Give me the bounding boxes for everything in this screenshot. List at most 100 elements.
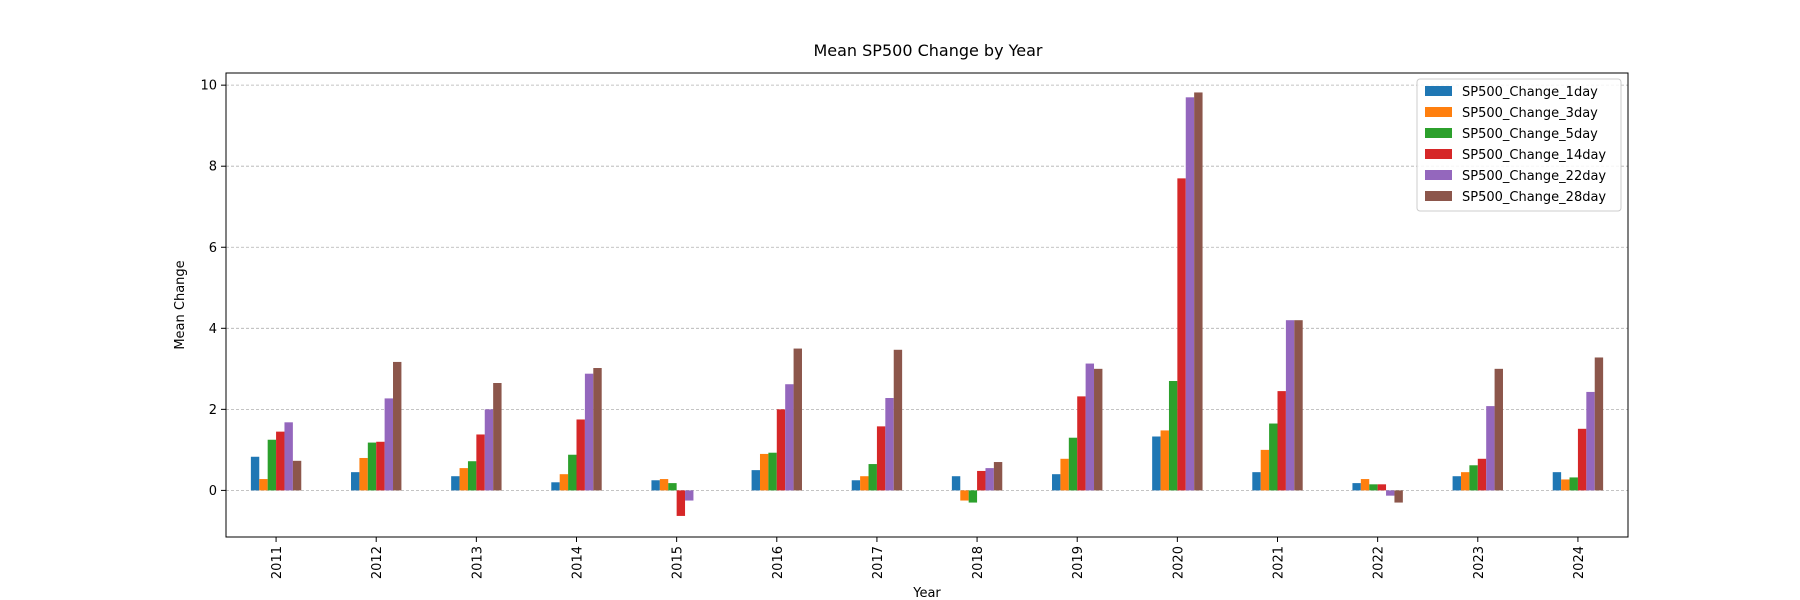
bar	[359, 457, 368, 491]
bar	[851, 480, 861, 491]
x-tick-label: 2011	[270, 546, 285, 579]
legend-swatch	[1425, 128, 1452, 138]
bar	[1460, 472, 1470, 491]
bar	[267, 439, 277, 491]
bar	[1285, 320, 1295, 491]
legend-label: SP500_Change_5day	[1462, 127, 1598, 142]
x-axis-title: Year	[912, 586, 941, 600]
bar	[793, 348, 802, 491]
bar	[259, 479, 268, 491]
bar	[276, 431, 285, 491]
bar	[651, 480, 660, 491]
bar	[351, 472, 360, 491]
bar	[668, 483, 677, 491]
bar	[284, 422, 293, 491]
bar	[367, 442, 377, 491]
bar	[1577, 428, 1587, 491]
x-tick-label: 2012	[370, 546, 385, 579]
bar	[1194, 92, 1203, 491]
legend-label: SP500_Change_22day	[1462, 169, 1606, 184]
bar	[1168, 380, 1178, 491]
x-tick-label: 2015	[671, 546, 686, 579]
bar	[1177, 178, 1186, 491]
bar	[759, 453, 769, 491]
bar	[1552, 472, 1562, 491]
bar	[250, 456, 260, 491]
chart-title: Mean SP500 Change by Year	[813, 41, 1042, 60]
bar	[685, 490, 694, 501]
legend-swatch	[1425, 149, 1452, 159]
bar	[1477, 458, 1487, 491]
bar	[1369, 484, 1378, 491]
bar	[1452, 476, 1461, 491]
bar	[993, 462, 1003, 491]
bar	[893, 349, 903, 491]
bar	[1160, 430, 1169, 491]
legend-label: SP500_Change_28day	[1462, 190, 1606, 205]
bar	[1586, 391, 1595, 491]
x-tick-label: 2024	[1572, 546, 1587, 579]
bar	[1486, 406, 1495, 491]
bar	[1077, 396, 1086, 491]
y-tick-label: 6	[209, 241, 217, 256]
bar	[785, 384, 794, 491]
x-axis: 2011 2012 2013 2014 2015 2016 2017 2018 2019 2020…	[270, 537, 1587, 579]
legend-swatch	[1425, 86, 1452, 96]
bar	[751, 470, 760, 491]
bar	[768, 452, 777, 491]
bar	[476, 434, 485, 491]
x-tick-label: 2014	[571, 546, 586, 579]
y-tick-label: 10	[200, 79, 217, 94]
y-tick-label: 4	[209, 322, 217, 337]
y-axis: 0 2 4 6 8 10	[200, 79, 226, 499]
bar	[1394, 490, 1403, 503]
bar	[1277, 391, 1286, 491]
bar	[868, 464, 877, 491]
bar	[1469, 465, 1478, 491]
legend-box	[1416, 78, 1622, 212]
bar	[1252, 472, 1261, 491]
legend: SP500_Change_1day SP500_Change_3day SP500_…	[1416, 78, 1622, 212]
x-tick-label: 2023	[1472, 546, 1487, 579]
bar	[968, 490, 978, 503]
legend-swatch	[1425, 170, 1452, 180]
bar	[593, 368, 602, 491]
y-tick-label: 2	[209, 403, 217, 418]
bar	[1377, 484, 1387, 491]
bar	[1085, 363, 1095, 491]
bar	[1060, 458, 1069, 491]
legend-label: SP500_Change_14day	[1462, 148, 1606, 163]
x-tick-label: 2018	[971, 546, 986, 579]
bar	[1052, 474, 1061, 491]
bar	[1569, 477, 1578, 491]
bar	[985, 468, 994, 491]
bar	[951, 476, 961, 491]
bar	[659, 479, 669, 491]
gridlines	[226, 84, 1628, 491]
x-tick-label: 2017	[871, 546, 886, 579]
bar	[1094, 368, 1103, 491]
bar	[559, 474, 569, 491]
bar	[977, 470, 986, 491]
y-tick-label: 0	[209, 484, 217, 499]
x-tick-label: 2013	[470, 546, 485, 579]
bar	[1294, 320, 1303, 491]
x-tick-label: 2021	[1272, 546, 1287, 579]
bar	[1352, 483, 1361, 491]
y-axis-title: Mean Change	[173, 260, 188, 349]
bar	[860, 476, 869, 491]
bar	[1360, 479, 1370, 491]
bar	[1152, 436, 1161, 491]
x-tick-label: 2019	[1071, 546, 1086, 579]
x-tick-label: 2016	[771, 546, 786, 579]
bar	[493, 383, 502, 491]
bar	[1185, 97, 1195, 491]
bar	[1594, 357, 1604, 491]
bar	[1068, 437, 1078, 491]
bar	[1494, 368, 1503, 491]
bar	[467, 461, 477, 491]
y-tick-label: 8	[209, 160, 217, 175]
legend-label: SP500_Change_3day	[1462, 106, 1598, 121]
bar	[776, 409, 786, 491]
